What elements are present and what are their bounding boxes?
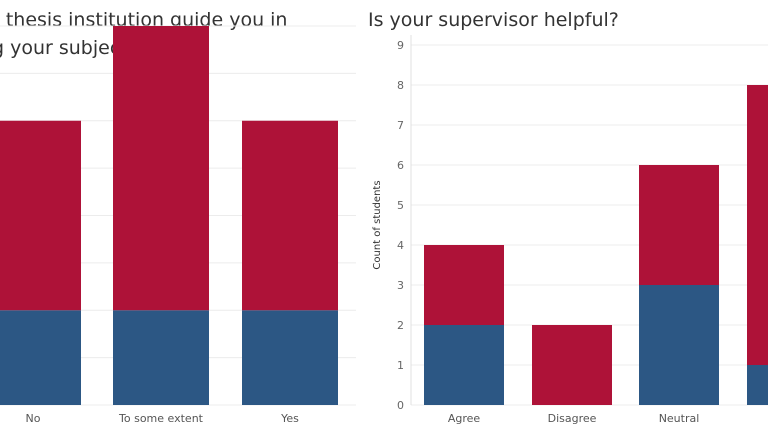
category-label: Neutral (659, 412, 700, 425)
left-chart-title-line-2: g your subject? (0, 37, 138, 59)
bar-segment (113, 310, 209, 405)
y-tick-label: 7 (397, 119, 404, 132)
right-chart-title: Is your supervisor helpful? (368, 9, 619, 31)
bar-segment (113, 26, 209, 311)
bar-segment (639, 285, 719, 405)
category-label: Yes (280, 412, 299, 425)
bar-segment (424, 325, 504, 405)
bar-segment (0, 120, 81, 311)
bar-segment (242, 310, 338, 405)
y-tick-label: 8 (397, 79, 404, 92)
category-label: Agree (448, 412, 481, 425)
bar-segment (424, 245, 504, 325)
category-label: To some extent (118, 412, 204, 425)
y-axis-label: Count of students (372, 180, 383, 269)
y-tick-label: 4 (397, 239, 404, 252)
y-tick-label: 6 (397, 159, 404, 172)
y-tick-label: 9 (397, 39, 404, 52)
y-tick-label: 5 (397, 199, 404, 212)
bar-segment (747, 365, 768, 405)
category-label: Disagree (548, 412, 597, 425)
bar-segment (0, 310, 81, 405)
y-tick-label: 3 (397, 279, 404, 292)
bar-segment (747, 85, 768, 365)
bar-segment (532, 325, 612, 405)
y-tick-label: 2 (397, 319, 404, 332)
bar-segment (639, 165, 719, 285)
y-tick-label: 1 (397, 359, 404, 372)
y-tick-label: 0 (397, 399, 404, 412)
bar-segment (242, 120, 338, 311)
category-label: No (26, 412, 41, 425)
